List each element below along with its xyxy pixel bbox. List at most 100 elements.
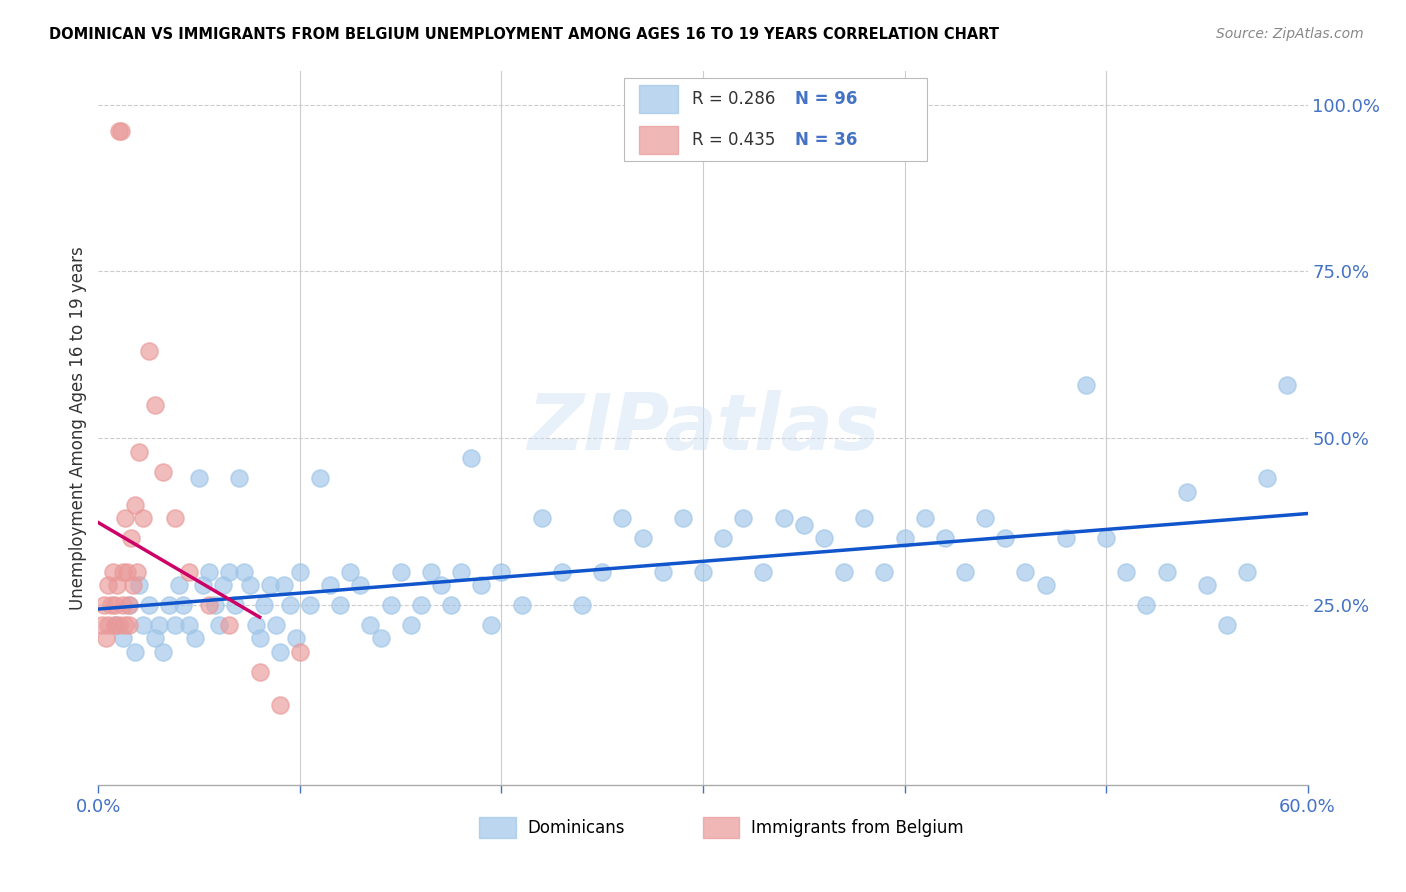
Point (167, 578, 190, 592)
Point (111, 565, 134, 579)
Text: Immigrants from Belgium: Immigrants from Belgium (751, 819, 965, 837)
Point (370, 632, 392, 646)
Point (172, 598, 194, 612)
Point (530, 511, 553, 525)
Point (105, 578, 128, 592)
Point (193, 578, 215, 592)
FancyBboxPatch shape (703, 817, 740, 838)
Point (360, 618, 382, 632)
Point (152, 644, 174, 658)
Point (218, 565, 240, 579)
Point (143, 398, 166, 412)
Point (204, 598, 226, 612)
Point (115, 565, 138, 579)
Point (264, 618, 287, 632)
Point (188, 471, 211, 485)
Point (114, 511, 136, 525)
Point (232, 565, 254, 579)
Text: N = 96: N = 96 (794, 90, 858, 108)
Point (128, 578, 150, 592)
Point (319, 578, 342, 592)
Point (893, 531, 915, 545)
Point (934, 531, 956, 545)
Point (491, 565, 513, 579)
Point (107, 618, 129, 632)
Point (329, 598, 352, 612)
Point (148, 618, 170, 632)
Point (163, 511, 186, 525)
Point (103, 618, 125, 632)
Text: R = 0.435: R = 0.435 (692, 131, 776, 149)
Point (152, 465, 174, 479)
FancyBboxPatch shape (624, 78, 927, 161)
Point (179, 565, 201, 579)
Point (107, 124, 129, 138)
Point (1236, 565, 1258, 579)
Point (420, 565, 443, 579)
Point (103, 618, 125, 632)
Point (93, 598, 115, 612)
Point (218, 618, 240, 632)
Point (612, 511, 634, 525)
Point (380, 598, 402, 612)
Point (96, 632, 118, 646)
Point (1135, 598, 1157, 612)
FancyBboxPatch shape (638, 126, 678, 154)
Point (208, 618, 231, 632)
Point (470, 578, 492, 592)
Point (853, 511, 876, 525)
Point (284, 632, 307, 646)
Point (1256, 471, 1278, 485)
Point (118, 598, 141, 612)
Point (631, 531, 654, 545)
Point (132, 511, 155, 525)
Point (813, 531, 835, 545)
Point (1156, 565, 1178, 579)
Point (349, 578, 371, 592)
Point (228, 471, 250, 485)
Point (124, 498, 146, 512)
Point (179, 618, 201, 632)
Point (430, 578, 453, 592)
Point (651, 565, 673, 579)
Point (460, 451, 482, 466)
Point (224, 598, 246, 612)
Point (239, 578, 262, 592)
Point (249, 632, 271, 646)
FancyBboxPatch shape (479, 817, 516, 838)
Point (1115, 565, 1137, 579)
Point (184, 632, 207, 646)
Point (118, 598, 141, 612)
Point (591, 565, 613, 579)
Point (269, 644, 291, 658)
Point (953, 565, 976, 579)
Point (97, 578, 120, 592)
Point (163, 618, 186, 632)
Text: Dominicans: Dominicans (527, 819, 626, 837)
Point (114, 618, 136, 632)
Point (409, 598, 432, 612)
Point (143, 632, 166, 646)
Text: R = 0.286: R = 0.286 (692, 90, 776, 108)
Point (124, 644, 146, 658)
Point (91, 618, 114, 632)
Point (711, 531, 734, 545)
Point (832, 565, 855, 579)
Point (132, 618, 155, 632)
Point (97, 618, 120, 632)
Point (571, 598, 593, 612)
Point (339, 565, 361, 579)
Point (249, 665, 271, 679)
Y-axis label: Unemployment Among Ages 16 to 19 years: Unemployment Among Ages 16 to 19 years (69, 246, 87, 610)
Point (128, 444, 150, 458)
Point (793, 517, 815, 532)
Point (692, 565, 714, 579)
Point (299, 598, 322, 612)
Point (157, 598, 180, 612)
Point (672, 511, 695, 525)
Point (138, 598, 160, 612)
Point (1175, 484, 1198, 499)
Point (253, 598, 276, 612)
Point (138, 344, 160, 359)
Point (1054, 531, 1077, 545)
